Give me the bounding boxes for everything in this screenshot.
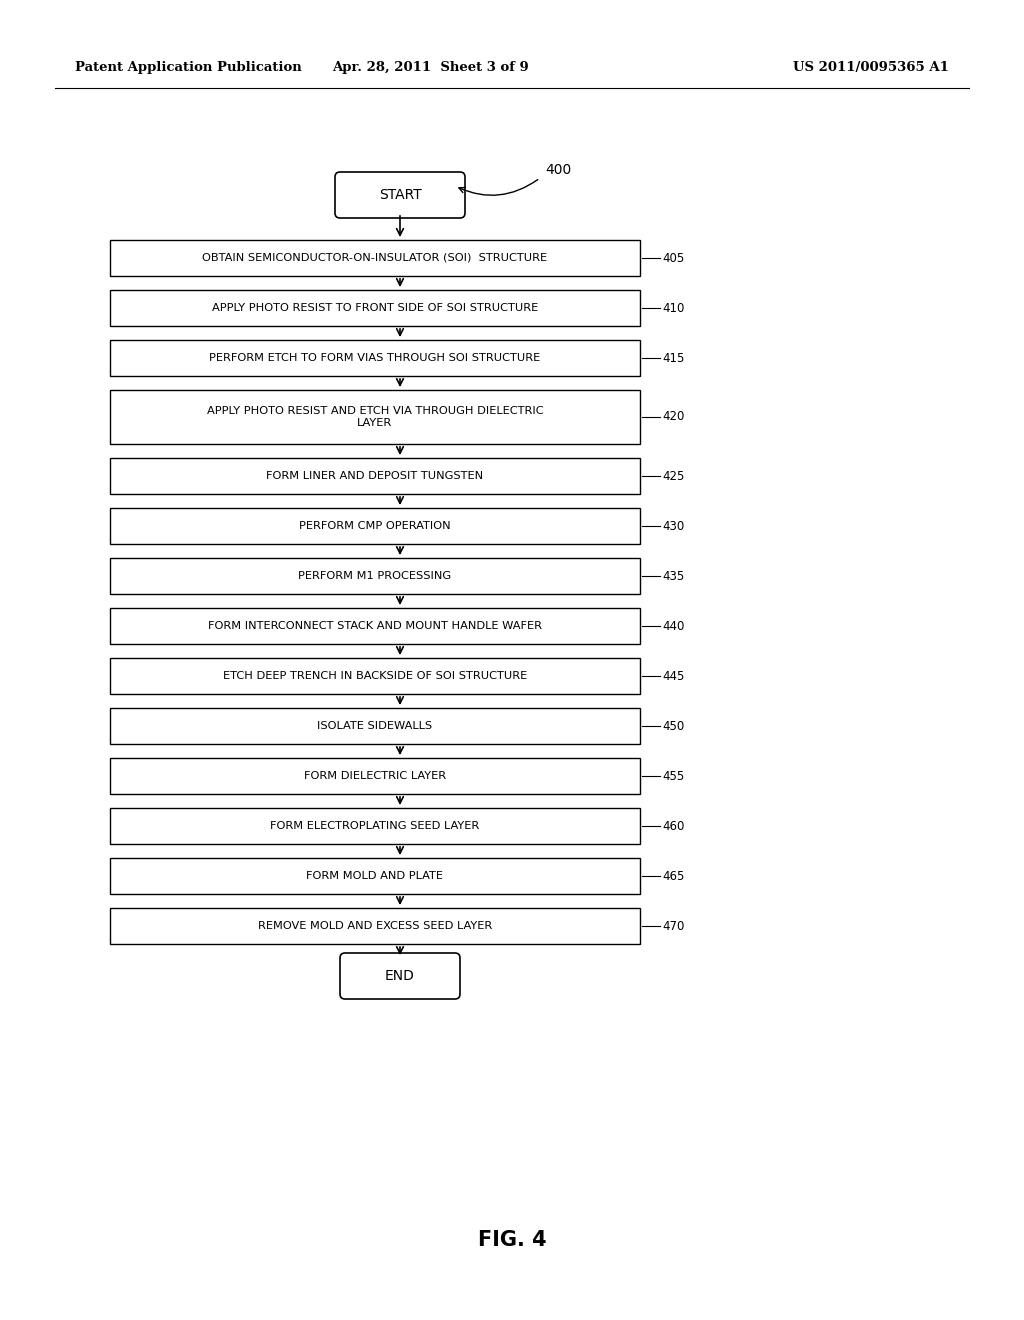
Text: FORM INTERCONNECT STACK AND MOUNT HANDLE WAFER: FORM INTERCONNECT STACK AND MOUNT HANDLE…: [208, 620, 542, 631]
Text: US 2011/0095365 A1: US 2011/0095365 A1: [794, 62, 949, 74]
Text: APPLY PHOTO RESIST TO FRONT SIDE OF SOI STRUCTURE: APPLY PHOTO RESIST TO FRONT SIDE OF SOI …: [212, 304, 539, 313]
Text: 445: 445: [662, 669, 684, 682]
Text: FORM ELECTROPLATING SEED LAYER: FORM ELECTROPLATING SEED LAYER: [270, 821, 479, 832]
FancyBboxPatch shape: [110, 558, 640, 594]
FancyBboxPatch shape: [110, 389, 640, 444]
FancyBboxPatch shape: [110, 240, 640, 276]
Text: 430: 430: [662, 520, 684, 532]
Text: END: END: [385, 969, 415, 983]
FancyBboxPatch shape: [110, 458, 640, 494]
FancyBboxPatch shape: [110, 858, 640, 894]
Text: 420: 420: [662, 411, 684, 424]
Text: Apr. 28, 2011  Sheet 3 of 9: Apr. 28, 2011 Sheet 3 of 9: [332, 62, 528, 74]
Text: Patent Application Publication: Patent Application Publication: [75, 62, 302, 74]
Text: 435: 435: [662, 569, 684, 582]
Text: 405: 405: [662, 252, 684, 264]
Text: PERFORM M1 PROCESSING: PERFORM M1 PROCESSING: [298, 572, 452, 581]
Text: 440: 440: [662, 619, 684, 632]
Text: 425: 425: [662, 470, 684, 483]
Text: PERFORM CMP OPERATION: PERFORM CMP OPERATION: [299, 521, 451, 531]
FancyBboxPatch shape: [110, 508, 640, 544]
Text: APPLY PHOTO RESIST AND ETCH VIA THROUGH DIELECTRIC
LAYER: APPLY PHOTO RESIST AND ETCH VIA THROUGH …: [207, 405, 544, 428]
FancyBboxPatch shape: [110, 609, 640, 644]
Text: 450: 450: [662, 719, 684, 733]
Text: ETCH DEEP TRENCH IN BACKSIDE OF SOI STRUCTURE: ETCH DEEP TRENCH IN BACKSIDE OF SOI STRU…: [223, 671, 527, 681]
FancyBboxPatch shape: [110, 290, 640, 326]
Text: 415: 415: [662, 351, 684, 364]
Text: REMOVE MOLD AND EXCESS SEED LAYER: REMOVE MOLD AND EXCESS SEED LAYER: [258, 921, 493, 931]
FancyBboxPatch shape: [110, 908, 640, 944]
FancyBboxPatch shape: [110, 808, 640, 843]
FancyBboxPatch shape: [110, 657, 640, 694]
Text: START: START: [379, 187, 421, 202]
Text: FORM LINER AND DEPOSIT TUNGSTEN: FORM LINER AND DEPOSIT TUNGSTEN: [266, 471, 483, 480]
Text: 410: 410: [662, 301, 684, 314]
Text: ISOLATE SIDEWALLS: ISOLATE SIDEWALLS: [317, 721, 432, 731]
Text: FIG. 4: FIG. 4: [477, 1230, 547, 1250]
Text: 455: 455: [662, 770, 684, 783]
FancyBboxPatch shape: [340, 953, 460, 999]
FancyBboxPatch shape: [110, 341, 640, 376]
FancyBboxPatch shape: [335, 172, 465, 218]
Text: FORM MOLD AND PLATE: FORM MOLD AND PLATE: [306, 871, 443, 880]
Text: 470: 470: [662, 920, 684, 932]
Text: 400: 400: [545, 162, 571, 177]
Text: OBTAIN SEMICONDUCTOR-ON-INSULATOR (SOI)  STRUCTURE: OBTAIN SEMICONDUCTOR-ON-INSULATOR (SOI) …: [203, 253, 548, 263]
Text: PERFORM ETCH TO FORM VIAS THROUGH SOI STRUCTURE: PERFORM ETCH TO FORM VIAS THROUGH SOI ST…: [209, 352, 541, 363]
Text: 465: 465: [662, 870, 684, 883]
FancyBboxPatch shape: [110, 708, 640, 744]
Text: 460: 460: [662, 820, 684, 833]
Text: FORM DIELECTRIC LAYER: FORM DIELECTRIC LAYER: [304, 771, 446, 781]
FancyBboxPatch shape: [110, 758, 640, 795]
